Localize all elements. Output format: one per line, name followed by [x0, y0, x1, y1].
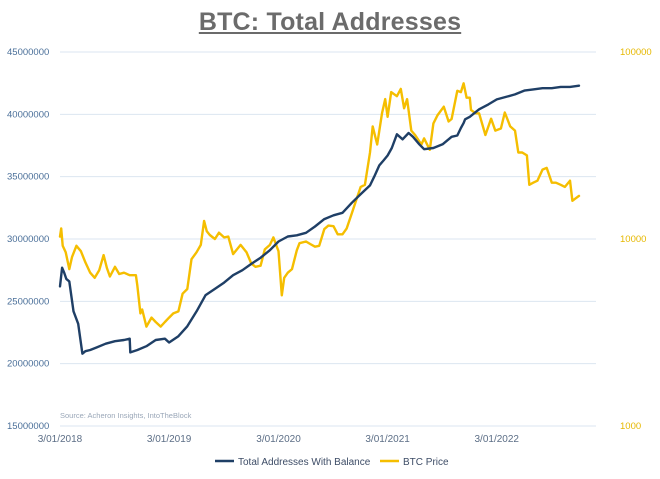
gridlines	[60, 51, 596, 427]
right-tick-label: 100000	[620, 47, 652, 58]
addresses-line	[58, 84, 581, 355]
series-lines	[58, 82, 581, 355]
legend-label-price: BTC Price	[403, 457, 449, 468]
left-tick-label: 45000000	[7, 47, 49, 58]
left-tick-label: 15000000	[7, 421, 49, 432]
chart-title: BTC: Total Addresses	[198, 8, 462, 36]
right-tick-label: 10000	[620, 234, 646, 245]
left-tick-label: 40000000	[7, 109, 49, 120]
left-tick-label: 35000000	[7, 172, 49, 183]
left-axis: 15000000 20000000 25000000 30000000 35000000…	[7, 47, 49, 432]
x-tick-label: 3/01/2020	[256, 434, 301, 445]
x-tick-label: 3/01/2019	[147, 434, 192, 445]
x-tick-label: 3/01/2022	[475, 434, 520, 445]
x-tick-label: 3/01/2021	[365, 434, 410, 445]
left-tick-label: 20000000	[7, 359, 49, 370]
left-tick-label: 25000000	[7, 296, 49, 307]
legend: Total Addresses With Balance BTC Price	[215, 457, 449, 468]
source-note: Source: Acheron Insights, IntoTheBlock	[60, 411, 192, 420]
left-tick-label: 30000000	[7, 234, 49, 245]
x-tick-label: 3/01/2018	[38, 434, 83, 445]
right-axis: 1000 10000 100000	[620, 47, 652, 432]
price-line	[58, 82, 581, 328]
legend-label-addresses: Total Addresses With Balance	[238, 457, 371, 468]
right-tick-label: 1000	[620, 421, 641, 432]
x-axis: 3/01/2018 3/01/2019 3/01/2020 3/01/2021 3/01…	[38, 434, 520, 445]
